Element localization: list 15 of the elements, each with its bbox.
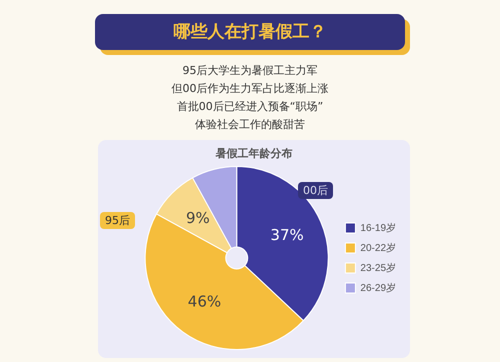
text: 体验社会工作的酸甜苦 [194,117,306,133]
text: 95后 [100,212,135,229]
text: 暑假工年龄分布 [214,146,294,161]
legend-label: 20-22岁 [360,242,396,254]
text: 首批00后已经进入预备“职场” [176,99,324,115]
text: 95后大学生为暑假工主力军 [182,63,318,79]
text: 00后 [298,182,333,199]
legend-label: 23-25岁 [360,262,396,274]
chart-title: 哪些人在打暑假工？ [95,14,405,50]
data-label: 9% [186,209,210,228]
legend-label: 26-29岁 [360,282,396,294]
data-label: 46% [188,292,222,310]
text: 但00后作为生力军占比逐渐上涨 [170,81,330,97]
legend-label: 16-19岁 [360,222,396,234]
data-label: 37% [270,226,304,244]
